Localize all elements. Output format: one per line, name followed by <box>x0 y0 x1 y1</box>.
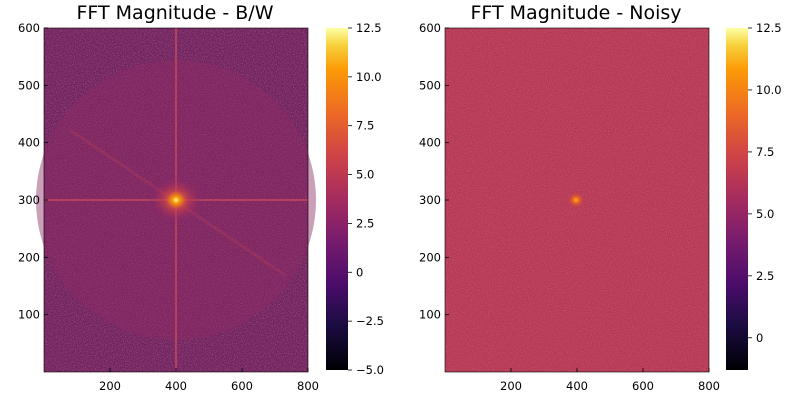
colorbar-gradient <box>726 28 748 370</box>
colorbar-tick-label: 0 <box>356 265 363 279</box>
chart-bw: FFT Magnitude - B/W 200 400 600 800 100 200 30… <box>18 2 384 393</box>
chart-title: FFT Magnitude - Noisy <box>470 2 681 24</box>
colorbar-tick-label: 12.5 <box>756 21 782 35</box>
colorbar: 12.5 10.0 7.5 5.0 2.5 0 <box>726 21 782 370</box>
colorbar: 12.5 10.0 7.5 5.0 2.5 0 −2.5 −5.0 <box>326 21 384 377</box>
colorbar-tick-label: −2.5 <box>356 314 384 328</box>
colorbar-tick-label: 5.0 <box>356 168 374 182</box>
y-tick-label: 100 <box>18 308 40 322</box>
x-tick-label: 800 <box>297 379 319 393</box>
x-tick-label: 800 <box>698 379 720 393</box>
x-tick-label: 400 <box>566 379 588 393</box>
colorbar-ticks: 12.5 10.0 7.5 5.0 2.5 0 −2.5 −5.0 <box>348 21 384 377</box>
x-tick-label: 200 <box>500 379 522 393</box>
colorbar-tick-label: 5.0 <box>756 207 774 221</box>
colorbar-tick-label: 12.5 <box>356 21 382 35</box>
heatmap-area <box>444 27 710 373</box>
colorbar-tick-label: 0 <box>756 331 763 345</box>
chart-noisy: FFT Magnitude - Noisy 200 400 600 800100200… <box>419 2 782 393</box>
colorbar-tick-label: 10.0 <box>356 70 382 84</box>
y-tick-label: 500 <box>419 78 441 92</box>
colorbar-tick-label: 7.5 <box>356 119 374 133</box>
chart-title: FFT Magnitude - B/W <box>77 2 274 24</box>
axes: 200 400 600 800 100 200 300 400 500 600 <box>18 21 319 393</box>
colorbar-gradient <box>326 28 348 370</box>
x-tick-label: 200 <box>99 379 121 393</box>
y-tick-label: 100 <box>419 308 441 322</box>
y-tick-label: 500 <box>18 78 40 92</box>
colorbar-ticks: 12.5 10.0 7.5 5.0 2.5 0 <box>748 21 782 345</box>
x-tick-label: 600 <box>231 379 253 393</box>
axes: 200 400 600 800 100 200 300 400 500 600 <box>419 21 720 393</box>
y-tick-label: 200 <box>419 250 441 264</box>
y-tick-label: 600 <box>419 21 441 35</box>
colorbar-tick-label: 7.5 <box>756 145 774 159</box>
heatmap-area <box>36 27 316 373</box>
y-tick-label: 200 <box>18 250 40 264</box>
x-tick-label: 600 <box>632 379 654 393</box>
x-tick-label: 400 <box>165 379 187 393</box>
y-tick-label: 300 <box>18 193 40 207</box>
y-tick-label: 600 <box>18 21 40 35</box>
y-tick-label: 400 <box>419 136 441 150</box>
y-tick-label: 300 <box>419 193 441 207</box>
colorbar-tick-label: 2.5 <box>756 269 774 283</box>
colorbar-tick-label: 10.0 <box>756 83 782 97</box>
dc-peak <box>566 191 586 209</box>
y-tick-label: 400 <box>18 136 40 150</box>
dc-peak <box>146 174 206 226</box>
colorbar-tick-label: 2.5 <box>356 216 374 230</box>
colorbar-tick-label: −5.0 <box>356 363 384 377</box>
